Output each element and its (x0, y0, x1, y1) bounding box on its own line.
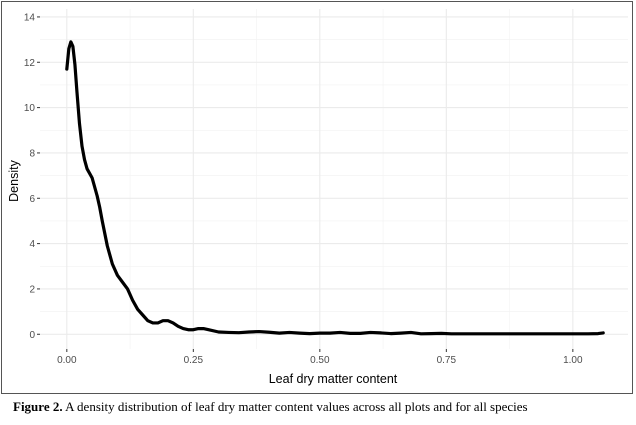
y-tick-label: 14 (24, 12, 36, 23)
y-tick-label: 10 (24, 103, 36, 114)
x-tick-label: 0.50 (310, 355, 330, 366)
y-tick-label: 0 (29, 330, 35, 341)
y-tick-label: 2 (29, 284, 35, 295)
x-tick-label: 0.00 (57, 355, 77, 366)
x-tick-label: 0.75 (437, 355, 457, 366)
y-tick-label: 4 (29, 239, 35, 250)
y-tick-label: 12 (24, 58, 36, 69)
x-axis-title: Leaf dry matter content (269, 372, 398, 386)
figure-caption: Figure 2. A density distribution of leaf… (13, 399, 633, 415)
caption-label: Figure 2. (13, 399, 63, 414)
density-chart: 0 2 4 6 8 10 12 14 0.00 0.25 0.50 0.75 1.00 Leaf dr… (7, 9, 628, 386)
y-tick-label: 6 (29, 194, 35, 205)
major-gridlines (40, 9, 628, 349)
y-tick-label: 8 (29, 148, 35, 159)
y-axis-ticks: 0 2 4 6 8 10 12 14 (24, 12, 40, 341)
density-curve (65, 40, 605, 336)
x-tick-label: 1.00 (563, 355, 583, 366)
y-axis-title: Density (7, 159, 21, 201)
caption-text: A density distribution of leaf dry matte… (62, 399, 528, 414)
plot-panel (40, 9, 628, 349)
x-tick-label: 0.25 (184, 355, 204, 366)
x-axis-ticks: 0.00 0.25 0.50 0.75 1.00 (57, 349, 583, 366)
